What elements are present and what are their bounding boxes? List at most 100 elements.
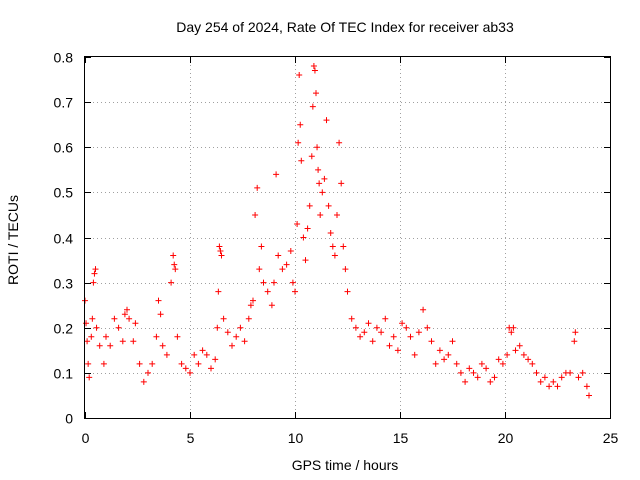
data-point [336,139,343,146]
data-point [252,211,259,218]
data-point [132,320,139,327]
data-point [295,139,302,146]
data-point [168,279,175,286]
data-point [174,333,181,340]
data-point [233,333,240,340]
data-point [297,121,304,128]
data-point [296,72,303,79]
data-point [445,351,452,358]
data-point [529,360,536,367]
data-point [306,202,313,209]
data-point [250,297,256,304]
data-point [382,315,389,322]
data-point [300,234,307,241]
data-point [126,315,133,322]
data-point [407,333,414,340]
data-point [508,329,515,336]
data-point [220,315,227,322]
data-point [260,279,267,286]
data-point [199,347,206,354]
data-point [520,351,527,358]
data-point [212,356,219,363]
data-point [159,342,166,349]
data-point [289,279,296,286]
data-point [386,342,393,349]
data-point [103,333,109,340]
y-tick-label: 0.2 [54,321,74,337]
data-point [329,243,336,250]
data-point [130,338,137,345]
data-point [323,117,330,124]
data-point [495,356,502,363]
y-tick-label: 0.8 [54,50,74,66]
y-tick-label: 0 [65,411,73,427]
y-tick-label: 0.3 [54,276,74,292]
data-point [533,369,540,376]
data-point [478,360,485,367]
data-point [319,189,326,196]
data-point [403,324,410,331]
data-point [218,252,225,259]
data-point [115,324,122,331]
data-point [100,360,107,367]
data-point [310,63,317,70]
data-point [302,257,309,264]
data-point [292,288,298,295]
plot-frame [84,56,611,419]
x-tick-label: 10 [288,430,304,446]
data-point [216,243,223,250]
data-point [453,360,460,367]
data-point [586,392,592,399]
data-point [441,356,448,363]
data-point [268,302,275,309]
data-point [331,252,338,259]
data-point [537,378,544,385]
data-point [462,378,469,385]
data-point [157,311,164,318]
data-point [571,338,578,345]
x-tick-label: 5 [187,430,195,446]
data-point [163,351,170,358]
data-points-layer [82,63,592,399]
data-point [208,365,214,372]
data-point [325,202,332,209]
data-point [187,369,193,376]
data-point [256,266,263,273]
data-point [579,369,586,376]
data-point [483,365,490,372]
data-point [420,306,427,313]
data-point [86,374,93,381]
data-point [365,320,372,327]
data-point [271,279,277,286]
data-point [191,351,198,358]
data-point [558,374,565,381]
data-point [229,342,235,349]
data-point [85,360,92,367]
y-tick-label: 0.6 [54,140,74,156]
data-point [84,338,91,345]
data-point [415,329,422,336]
data-point [424,324,431,331]
data-point [145,369,151,376]
data-point [215,288,222,295]
data-point [432,360,439,367]
data-point [279,266,286,273]
data-point [124,306,130,313]
data-point [294,220,301,227]
data-point [512,347,519,354]
data-point [155,297,162,304]
data-point [136,360,143,367]
data-point [583,383,590,390]
data-point [304,225,311,232]
data-point [308,153,315,160]
data-point [224,329,231,336]
data-point [309,103,316,110]
data-point [245,315,252,322]
data-point [394,347,401,354]
data-point [313,90,319,97]
data-point [369,338,376,345]
data-point [470,369,477,376]
data-point [254,184,261,191]
data-point [348,315,355,322]
data-point [510,324,517,331]
